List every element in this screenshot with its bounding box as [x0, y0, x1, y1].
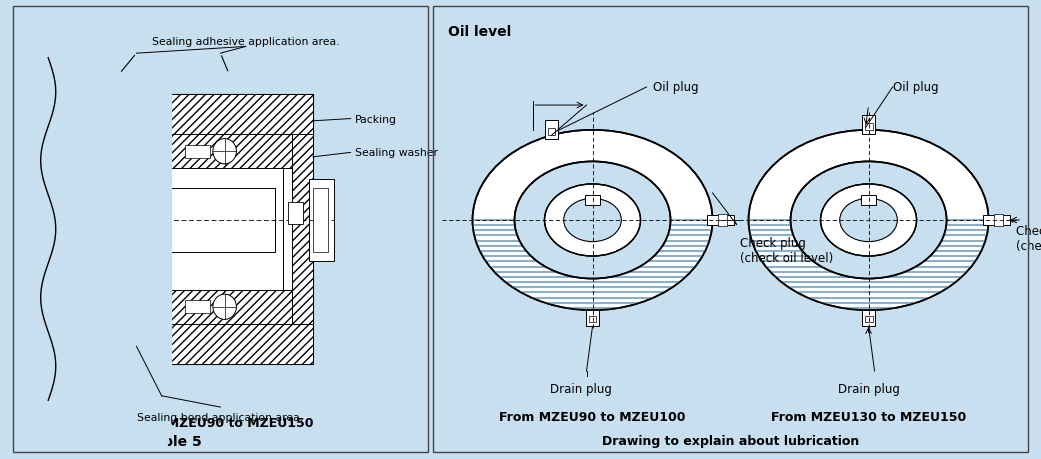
Bar	[122, 364, 149, 423]
Bar	[861, 196, 877, 205]
Bar	[586, 310, 600, 327]
Bar	[309, 180, 334, 261]
Bar	[291, 135, 313, 324]
Bar	[865, 316, 872, 323]
Bar	[862, 310, 875, 327]
Bar	[111, 290, 291, 324]
Text: Check plug
(check oil level): Check plug (check oil level)	[739, 236, 833, 264]
Text: Oil plug: Oil plug	[892, 81, 938, 94]
Bar	[111, 135, 291, 169]
Bar	[313, 189, 328, 252]
FancyBboxPatch shape	[0, 0, 172, 459]
Text: From MZEU90 to MZEU150: From MZEU90 to MZEU150	[127, 416, 313, 429]
Bar	[588, 316, 596, 323]
Text: Sealing adhesive application area.: Sealing adhesive application area.	[152, 37, 339, 47]
Bar	[111, 135, 291, 324]
Circle shape	[213, 295, 236, 319]
Circle shape	[213, 140, 236, 164]
Text: Sealing bond application area.: Sealing bond application area.	[137, 412, 304, 422]
Circle shape	[544, 185, 640, 257]
Text: Drain plug: Drain plug	[550, 382, 611, 395]
Bar	[82, 364, 149, 423]
Bar	[862, 116, 875, 134]
Bar	[718, 214, 727, 226]
Text: From MZEU90 to MZEU100: From MZEU90 to MZEU100	[500, 410, 686, 423]
Circle shape	[142, 140, 164, 164]
Bar	[994, 214, 1002, 226]
Bar	[548, 129, 556, 136]
Text: Installation example 5: Installation example 5	[27, 434, 202, 448]
Bar	[82, 364, 108, 423]
Bar	[82, 135, 111, 324]
Circle shape	[514, 162, 670, 279]
Text: From MZEU130 to MZEU150: From MZEU130 to MZEU150	[771, 410, 966, 423]
Bar	[707, 216, 734, 225]
Text: Drain plug: Drain plug	[838, 382, 899, 395]
Text: Check plug
(check oil level): Check plug (check oil level)	[1016, 225, 1041, 253]
Ellipse shape	[126, 189, 155, 252]
Text: Oil plug: Oil plug	[653, 81, 699, 94]
Circle shape	[473, 130, 712, 310]
Bar	[27, 185, 86, 257]
Text: Packing: Packing	[355, 114, 397, 124]
Circle shape	[820, 185, 916, 257]
Circle shape	[564, 199, 621, 242]
Bar	[82, 95, 313, 135]
Bar	[544, 121, 558, 140]
Bar	[585, 196, 601, 205]
Circle shape	[748, 130, 989, 310]
Bar	[82, 95, 313, 364]
Text: Oil lubrication: Oil lubrication	[31, 25, 142, 39]
Bar	[184, 301, 210, 313]
Text: Oil level: Oil level	[449, 25, 512, 39]
Circle shape	[840, 199, 897, 242]
Text: Sealing washer: Sealing washer	[355, 148, 438, 158]
Text: Drawing to explain about lubrication: Drawing to explain about lubrication	[602, 434, 859, 448]
Bar	[983, 216, 1010, 225]
Circle shape	[142, 295, 164, 319]
Bar	[120, 169, 283, 290]
Bar	[865, 124, 872, 130]
Bar	[124, 189, 275, 252]
Circle shape	[790, 162, 946, 279]
Bar	[287, 202, 303, 225]
Bar	[82, 324, 313, 364]
Bar	[184, 146, 210, 158]
